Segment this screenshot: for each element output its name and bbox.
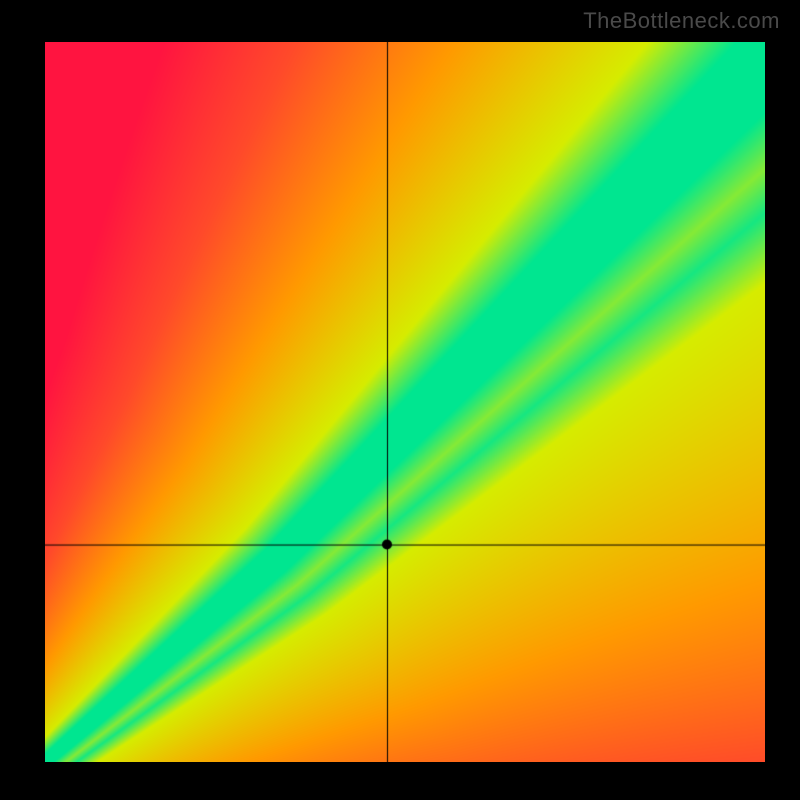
heatmap-canvas	[45, 42, 765, 762]
plot-area	[45, 42, 765, 762]
watermark-text: TheBottleneck.com	[583, 8, 780, 34]
